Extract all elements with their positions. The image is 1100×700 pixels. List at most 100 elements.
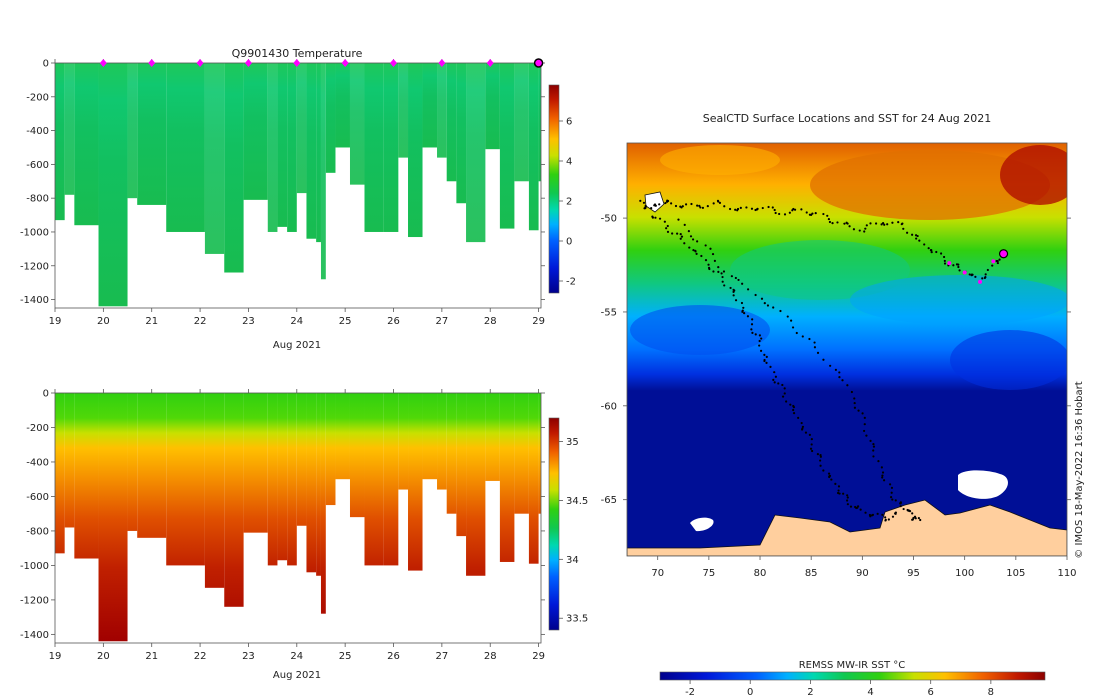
y-tick-label: -1000: [20, 561, 49, 572]
track-point: [713, 259, 716, 262]
temperature-profile-column: [55, 63, 65, 221]
track-point: [711, 252, 715, 256]
track-point: [774, 375, 777, 378]
track-point: [819, 455, 822, 458]
sst-colorbar-tick-label: 6: [928, 687, 934, 698]
longitude-tick-label: 75: [702, 568, 715, 579]
track-point: [729, 286, 732, 290]
track-point: [816, 351, 820, 354]
track-point: [800, 421, 803, 425]
track-point: [859, 508, 862, 511]
cast-marker: [244, 59, 252, 67]
track-point: [688, 246, 691, 249]
antarctic-land: [627, 499, 1067, 556]
salinity-profiles: [55, 393, 541, 642]
track-point: [887, 518, 890, 521]
x-tick-label: 23: [242, 651, 255, 662]
track-point: [745, 206, 748, 209]
x-tick-label: 29: [532, 316, 545, 327]
seal-track: [639, 199, 1005, 522]
y-tick-label: -600: [26, 492, 49, 503]
track-point: [930, 249, 933, 252]
track-point: [861, 412, 864, 415]
island: [644, 191, 665, 213]
track-point: [732, 290, 735, 294]
track-point: [834, 368, 837, 371]
x-tick-label: 26: [387, 316, 400, 327]
track-point: [927, 247, 930, 250]
x-tick-label: 25: [339, 651, 352, 662]
track-point: [894, 512, 897, 515]
salinity-profile-column: [243, 393, 268, 533]
sst-blue-patch: [630, 305, 770, 355]
cast-marker: [293, 59, 301, 67]
cast-marker: [148, 59, 156, 67]
track-point: [683, 242, 686, 245]
temperature-profile-column: [485, 63, 500, 150]
track-point: [717, 266, 720, 269]
track-point: [883, 223, 886, 226]
x-tick-label: 20: [97, 316, 110, 327]
y-tick-label: 0: [43, 389, 49, 400]
track-point: [792, 406, 796, 409]
track-point: [664, 201, 667, 205]
track-point: [679, 237, 682, 240]
track-point: [974, 275, 977, 278]
track-point: [644, 206, 647, 209]
salinity-profile-column: [296, 393, 307, 526]
track-point: [942, 255, 946, 259]
temperature-profile-column: [364, 63, 384, 232]
sst-colorbar-tick-label: -2: [685, 687, 695, 698]
salinity-profile-column: [437, 393, 447, 490]
track-point: [906, 231, 909, 234]
track-point: [722, 270, 726, 273]
track-point: [650, 206, 653, 210]
track-point: [828, 220, 832, 224]
temperature-profile-column: [296, 63, 307, 194]
sea-ice-patch: [958, 470, 1008, 499]
track-point: [838, 371, 841, 374]
track-point: [831, 221, 834, 225]
track-point: [758, 344, 761, 347]
track-point: [654, 204, 657, 207]
temperature-profile-column: [224, 63, 244, 273]
track-point: [679, 233, 682, 236]
temperature-profile-column: [243, 63, 268, 200]
longitude-tick-label: 100: [955, 568, 974, 579]
sst-green-patch: [730, 240, 910, 300]
track-point: [842, 492, 845, 495]
track-point: [813, 341, 816, 344]
track-point: [695, 252, 698, 255]
track-point: [743, 312, 746, 315]
track-point: [730, 275, 733, 278]
temperature-profile-column: [325, 63, 336, 173]
track-point: [872, 455, 875, 458]
salinity-profile-column: [499, 393, 515, 562]
temperature-profile-column: [398, 63, 409, 158]
track-point: [858, 229, 861, 232]
y-tick-label: -800: [26, 194, 49, 205]
track-point: [881, 513, 884, 516]
salinity-profile-column: [335, 393, 350, 480]
track-point: [793, 208, 797, 211]
salinity-profile-column: [137, 393, 167, 538]
track-point: [968, 273, 971, 276]
temperature-profile-column: [166, 63, 205, 232]
track-point: [758, 339, 761, 343]
salinity-profile-column: [538, 393, 541, 514]
track-point: [995, 260, 999, 263]
salinity-profile-column: [127, 393, 138, 531]
track-point: [717, 270, 720, 273]
track-point: [943, 262, 947, 265]
track-point: [813, 346, 817, 349]
track-point: [881, 222, 885, 225]
temperature-colorbar-ramp: [548, 84, 560, 294]
track-point: [864, 511, 867, 514]
track-point: [741, 282, 744, 285]
track-point: [694, 250, 697, 253]
track-point: [721, 280, 724, 283]
x-tick-label: 21: [145, 316, 158, 327]
track-point: [917, 516, 920, 520]
x-tick-label: 20: [97, 651, 110, 662]
salinity-profile-column: [446, 393, 457, 514]
